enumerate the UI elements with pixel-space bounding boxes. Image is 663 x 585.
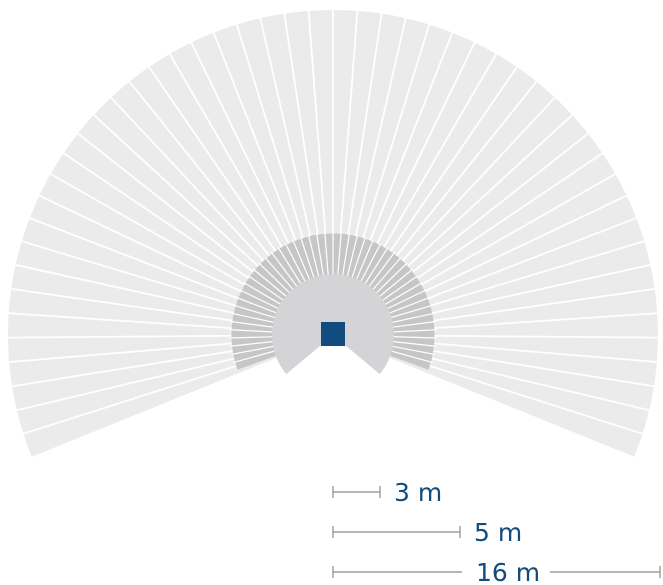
scale-label-16m: 16 m	[476, 558, 540, 585]
scale-label-5m: 5 m	[474, 518, 522, 547]
scale-bar-3m: 3 m	[332, 478, 442, 507]
sensor-icon	[321, 322, 345, 346]
detection-zones	[6, 8, 660, 457]
scale-legend: 3 m 5 m 16 m	[332, 478, 661, 585]
scale-label-3m: 3 m	[394, 478, 442, 507]
scale-bar-16m: 16 m	[332, 558, 661, 585]
scale-bar-5m: 5 m	[332, 518, 522, 547]
